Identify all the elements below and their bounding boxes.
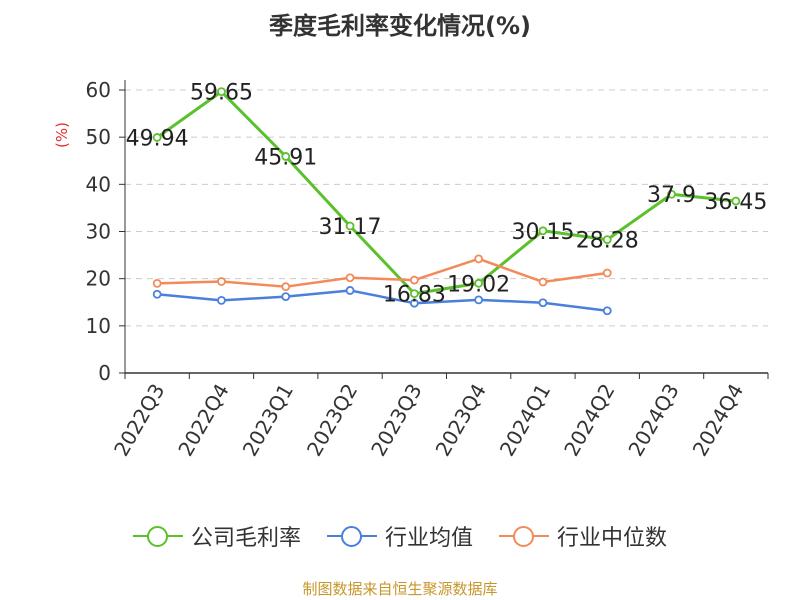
data-label: 45.91: [254, 145, 317, 170]
data-point: [281, 152, 291, 161]
data-point: [409, 298, 419, 308]
source-note: 制图数据来自恒生聚源数据库: [302, 580, 498, 598]
y-tick-label: 0: [98, 361, 111, 385]
data-point: [152, 133, 162, 142]
x-tick-label: 2023Q1: [238, 380, 298, 461]
series-line: [156, 90, 737, 296]
x-tick-label: 2022Q4: [173, 380, 233, 461]
legend-label: 行业均值: [384, 526, 473, 551]
data-point: [474, 295, 484, 305]
y-tick-label: 30: [86, 220, 111, 244]
x-tick-label: 2023Q2: [302, 380, 362, 461]
data-point: [538, 226, 548, 236]
data-point: [602, 306, 612, 316]
data-label: 19.02: [447, 272, 510, 297]
legend-marker-icon: [326, 525, 377, 547]
y-tick-label: 60: [86, 78, 111, 102]
data-label: 36.45: [704, 190, 767, 215]
x-tick-label: 2024Q3: [623, 380, 683, 461]
legend-marker-icon: [499, 525, 549, 547]
x-tick-label: 2024Q4: [688, 380, 748, 461]
y-tick-label: 40: [86, 172, 111, 196]
data-point: [281, 292, 291, 301]
x-tick-label: 2022Q3: [109, 380, 169, 461]
legend-item-industry-median[interactable]: 行业中位数: [499, 520, 667, 552]
x-tick-label: 2023Q3: [366, 380, 426, 461]
data-point: [538, 277, 548, 287]
series-line: [157, 257, 608, 288]
chart-title: 季度毛利率变化情况(%): [269, 12, 531, 40]
legend-label: 行业中位数: [557, 526, 668, 551]
data-point: [667, 189, 676, 199]
data-point: [152, 289, 162, 299]
series: [152, 87, 741, 316]
series-line: [157, 289, 608, 312]
legend-item-company-margin[interactable]: 公司毛利率: [132, 520, 301, 552]
data-point: [345, 273, 355, 283]
data-point: [281, 282, 291, 292]
data-point: [345, 286, 355, 295]
legend-marker-icon: [132, 525, 183, 547]
data-label: 37.9: [647, 183, 696, 208]
data-point: [474, 278, 484, 288]
data-label: 16.83: [383, 283, 446, 308]
data-point: [152, 278, 162, 288]
data-label: 28.28: [576, 229, 639, 254]
data-point: [474, 254, 484, 264]
x-tick-label: 2023Q4: [431, 380, 491, 461]
data-label: 49.94: [126, 126, 189, 151]
data-point: [409, 275, 419, 285]
data-label: 31.17: [319, 215, 382, 240]
data-point: [602, 235, 612, 245]
legend-item-industry-average[interactable]: 行业均值: [326, 520, 473, 552]
x-tick-label: 2024Q2: [559, 380, 619, 461]
legend-label: 公司毛利率: [190, 526, 301, 551]
data-point: [217, 87, 226, 97]
y-tick-label: 10: [86, 314, 111, 338]
data-point: [217, 277, 226, 286]
grid-lines: [125, 89, 768, 327]
x-tick-label: 2024Q1: [495, 380, 555, 461]
data-point: [345, 221, 355, 231]
data-label: 59.65: [190, 81, 253, 106]
y-tick-label: 20: [86, 267, 111, 291]
data-point: [602, 268, 612, 278]
y-tick-label: 50: [86, 125, 111, 149]
data-point: [217, 295, 226, 305]
data-point: [538, 298, 548, 308]
data-point: [731, 196, 741, 206]
data-label: 30.15: [511, 220, 574, 245]
data-point: [409, 289, 419, 299]
legend: 公司毛利率 行业均值 行业中位数: [0, 520, 800, 552]
